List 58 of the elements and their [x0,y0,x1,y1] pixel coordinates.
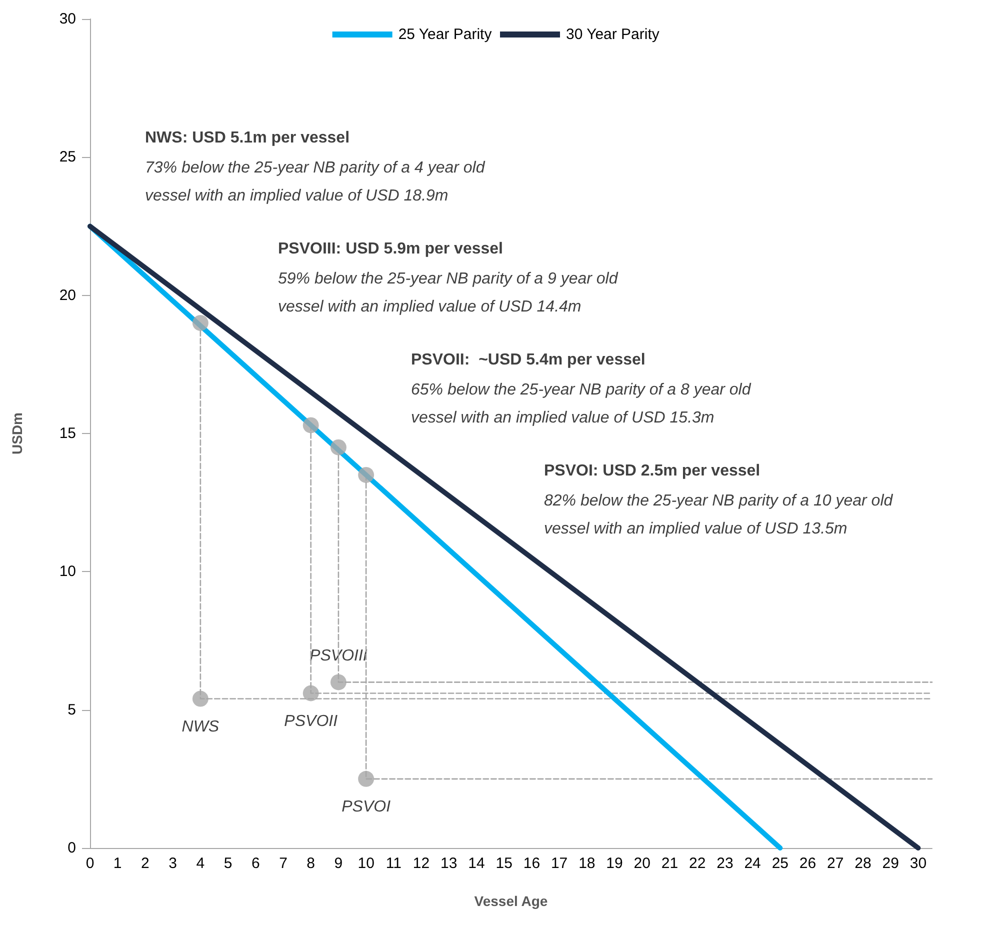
x-tick-label: 25 [772,855,789,872]
x-tick-label: 15 [496,855,512,872]
annotation: NWS: USD 5.1m per vessel 73% below the 25-year NB parity of a 4 year old vessel with an implied value of USD 18.9m [145,130,486,204]
x-tick-label: 14 [468,855,485,872]
y-tick-label: 5 [68,701,76,718]
point [302,417,319,434]
x-tick-label: 12 [412,855,430,872]
annotation: PSVOIII: USD 5.9m per vessel 59% below the 25-year NB parity of a 9 year old vessel with an implied value of USD 14.4m [278,240,619,316]
x-tick-label: 0 [86,855,94,872]
point [192,690,208,707]
x-tick-label: 22 [689,855,706,872]
x-axis-title: Vessel Age [474,893,548,909]
annotation: PSVOII: ~USD 5.4m per vessel 65% below the 25-year NB parity of a 8 year old vessel with an implied value of USD 15.3m [411,352,752,426]
y-tick-label: 20 [59,286,76,304]
annotation: PSVOII [284,712,338,730]
x-tick-label: 8 [306,855,316,872]
x-tick-label: 5 [224,855,232,872]
x-tick-label: 2 [141,855,150,872]
x-tick-label: 20 [634,855,650,872]
annotation: PSVOIII [310,648,368,665]
x-tick-label: 1 [113,855,122,872]
x-tick-label: 16 [523,855,540,872]
x-tick-label: 9 [334,855,343,872]
x-tick-label: 29 [882,855,899,872]
x-tick-label: 30 [910,855,927,872]
x-tick-label: 21 [661,855,678,872]
point [330,674,346,690]
annotation: NWS [182,718,220,736]
x-tick-label: 7 [279,855,288,872]
point [358,466,374,483]
x-tick-label: 6 [251,855,260,872]
point [302,685,319,702]
x-tick-label: 19 [606,855,623,872]
x-tick-label: 13 [440,855,458,872]
x-tick-label: 18 [578,855,596,872]
x-tick-label: 4 [196,855,205,872]
legend-label: 30 Year Parity [566,26,660,43]
y-tick-label: 30 [59,10,76,28]
x-tick-label: 3 [168,855,177,872]
point [192,314,208,331]
x-tick-label: 26 [799,855,816,872]
point [330,439,346,456]
y-tick-label: 0 [68,840,76,856]
point [358,770,374,787]
x-tick-label: 27 [827,855,844,872]
annotation: PSVOI [342,798,392,816]
x-tick-label: 24 [744,855,761,872]
y-axis-title: USDm [9,412,25,455]
x-tick-label: 23 [716,855,734,872]
x-tick-label: 11 [386,855,402,872]
legend-label: 25 Year Parity [398,26,492,43]
y-tick-label: 25 [59,148,76,166]
x-tick-label: 17 [550,855,568,872]
x-tick-label: 10 [358,855,374,872]
y-tick-label: 10 [59,563,76,580]
y-tick-label: 15 [59,425,76,442]
annotation: PSVOI: USD 2.5m per vessel 82% below the 25-year NB parity of a 10 year old vessel with an implied value of USD 13.5m [544,462,894,538]
x-tick-label: 28 [854,855,872,872]
